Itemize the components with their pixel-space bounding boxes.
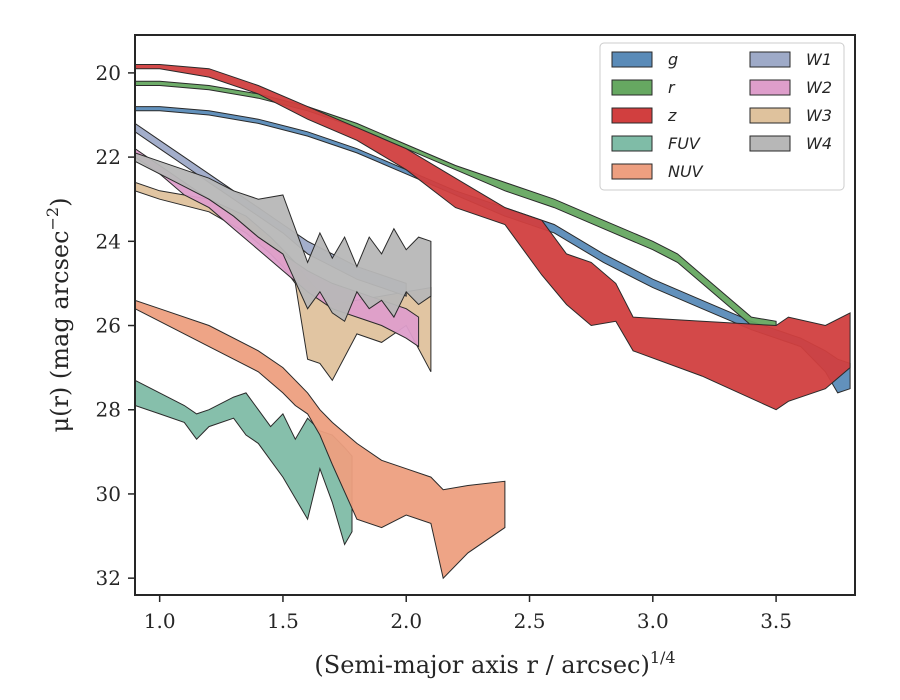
- x-tick-label: 3.5: [760, 609, 792, 633]
- legend-swatch-w1: [749, 51, 791, 68]
- y-tick-label: 30: [96, 482, 121, 506]
- x-tick-label: 1.5: [267, 609, 299, 633]
- legend-swatch-w4: [749, 135, 791, 152]
- area-z: [135, 64, 851, 411]
- legend-swatch-z: [611, 107, 653, 124]
- legend-label-w1: W1: [806, 50, 832, 69]
- y-axis-label-close: ): [46, 198, 74, 207]
- plot-frame: [134, 34, 856, 596]
- area-w4: [135, 152, 432, 323]
- x-tick-label: 3.0: [637, 609, 669, 633]
- legend-swatch-w2: [749, 79, 791, 96]
- legend-swatch-nuv: [611, 163, 653, 180]
- legend-label-nuv: NUV: [668, 162, 704, 181]
- legend-label-g: g: [668, 50, 678, 69]
- y-tick-label: 28: [96, 398, 121, 422]
- y-tick-label: 22: [96, 145, 121, 169]
- y-axis-label-exponent: −2: [43, 207, 62, 231]
- x-tick-label: 2.0: [390, 609, 422, 633]
- legend-label-z: z: [667, 106, 677, 125]
- x-tick-label: 1.0: [144, 609, 176, 633]
- y-tick-label: 20: [96, 61, 121, 85]
- y-tick-label: 26: [96, 314, 121, 338]
- legend: grz FUV NUV W1 W2 W3 W4: [599, 42, 845, 191]
- legend-swatch-g: [611, 51, 653, 68]
- legend-label-w4: W4: [806, 134, 832, 153]
- y-axis: 20 22 24 26 28 30 32: [96, 61, 135, 590]
- legend-label-fuv: FUV: [668, 134, 701, 153]
- area-fuv: [135, 379, 353, 546]
- x-axis-label: (Semi-major axis r / arcsec)1/4: [314, 648, 675, 679]
- legend-label-w3: W3: [806, 106, 832, 125]
- area-nuv: [135, 299, 506, 580]
- legend-swatch-r: [611, 79, 653, 96]
- legend-swatch-w3: [749, 107, 791, 124]
- legend-label-r: r: [668, 78, 676, 97]
- y-axis-label: μ(r) (mag arcsec−2): [43, 198, 74, 433]
- legend-swatch-fuv: [611, 135, 653, 152]
- x-axis-label-exponent: 1/4: [650, 648, 676, 667]
- y-tick-label: 32: [96, 566, 121, 590]
- series-areas: [135, 64, 851, 580]
- y-tick-label: 24: [96, 229, 121, 253]
- x-tick-label: 2.5: [514, 609, 546, 633]
- x-axis: 1.0 1.5 2.0 2.5 3.0 3.5: [144, 595, 792, 633]
- legend-label-w2: W2: [806, 78, 832, 97]
